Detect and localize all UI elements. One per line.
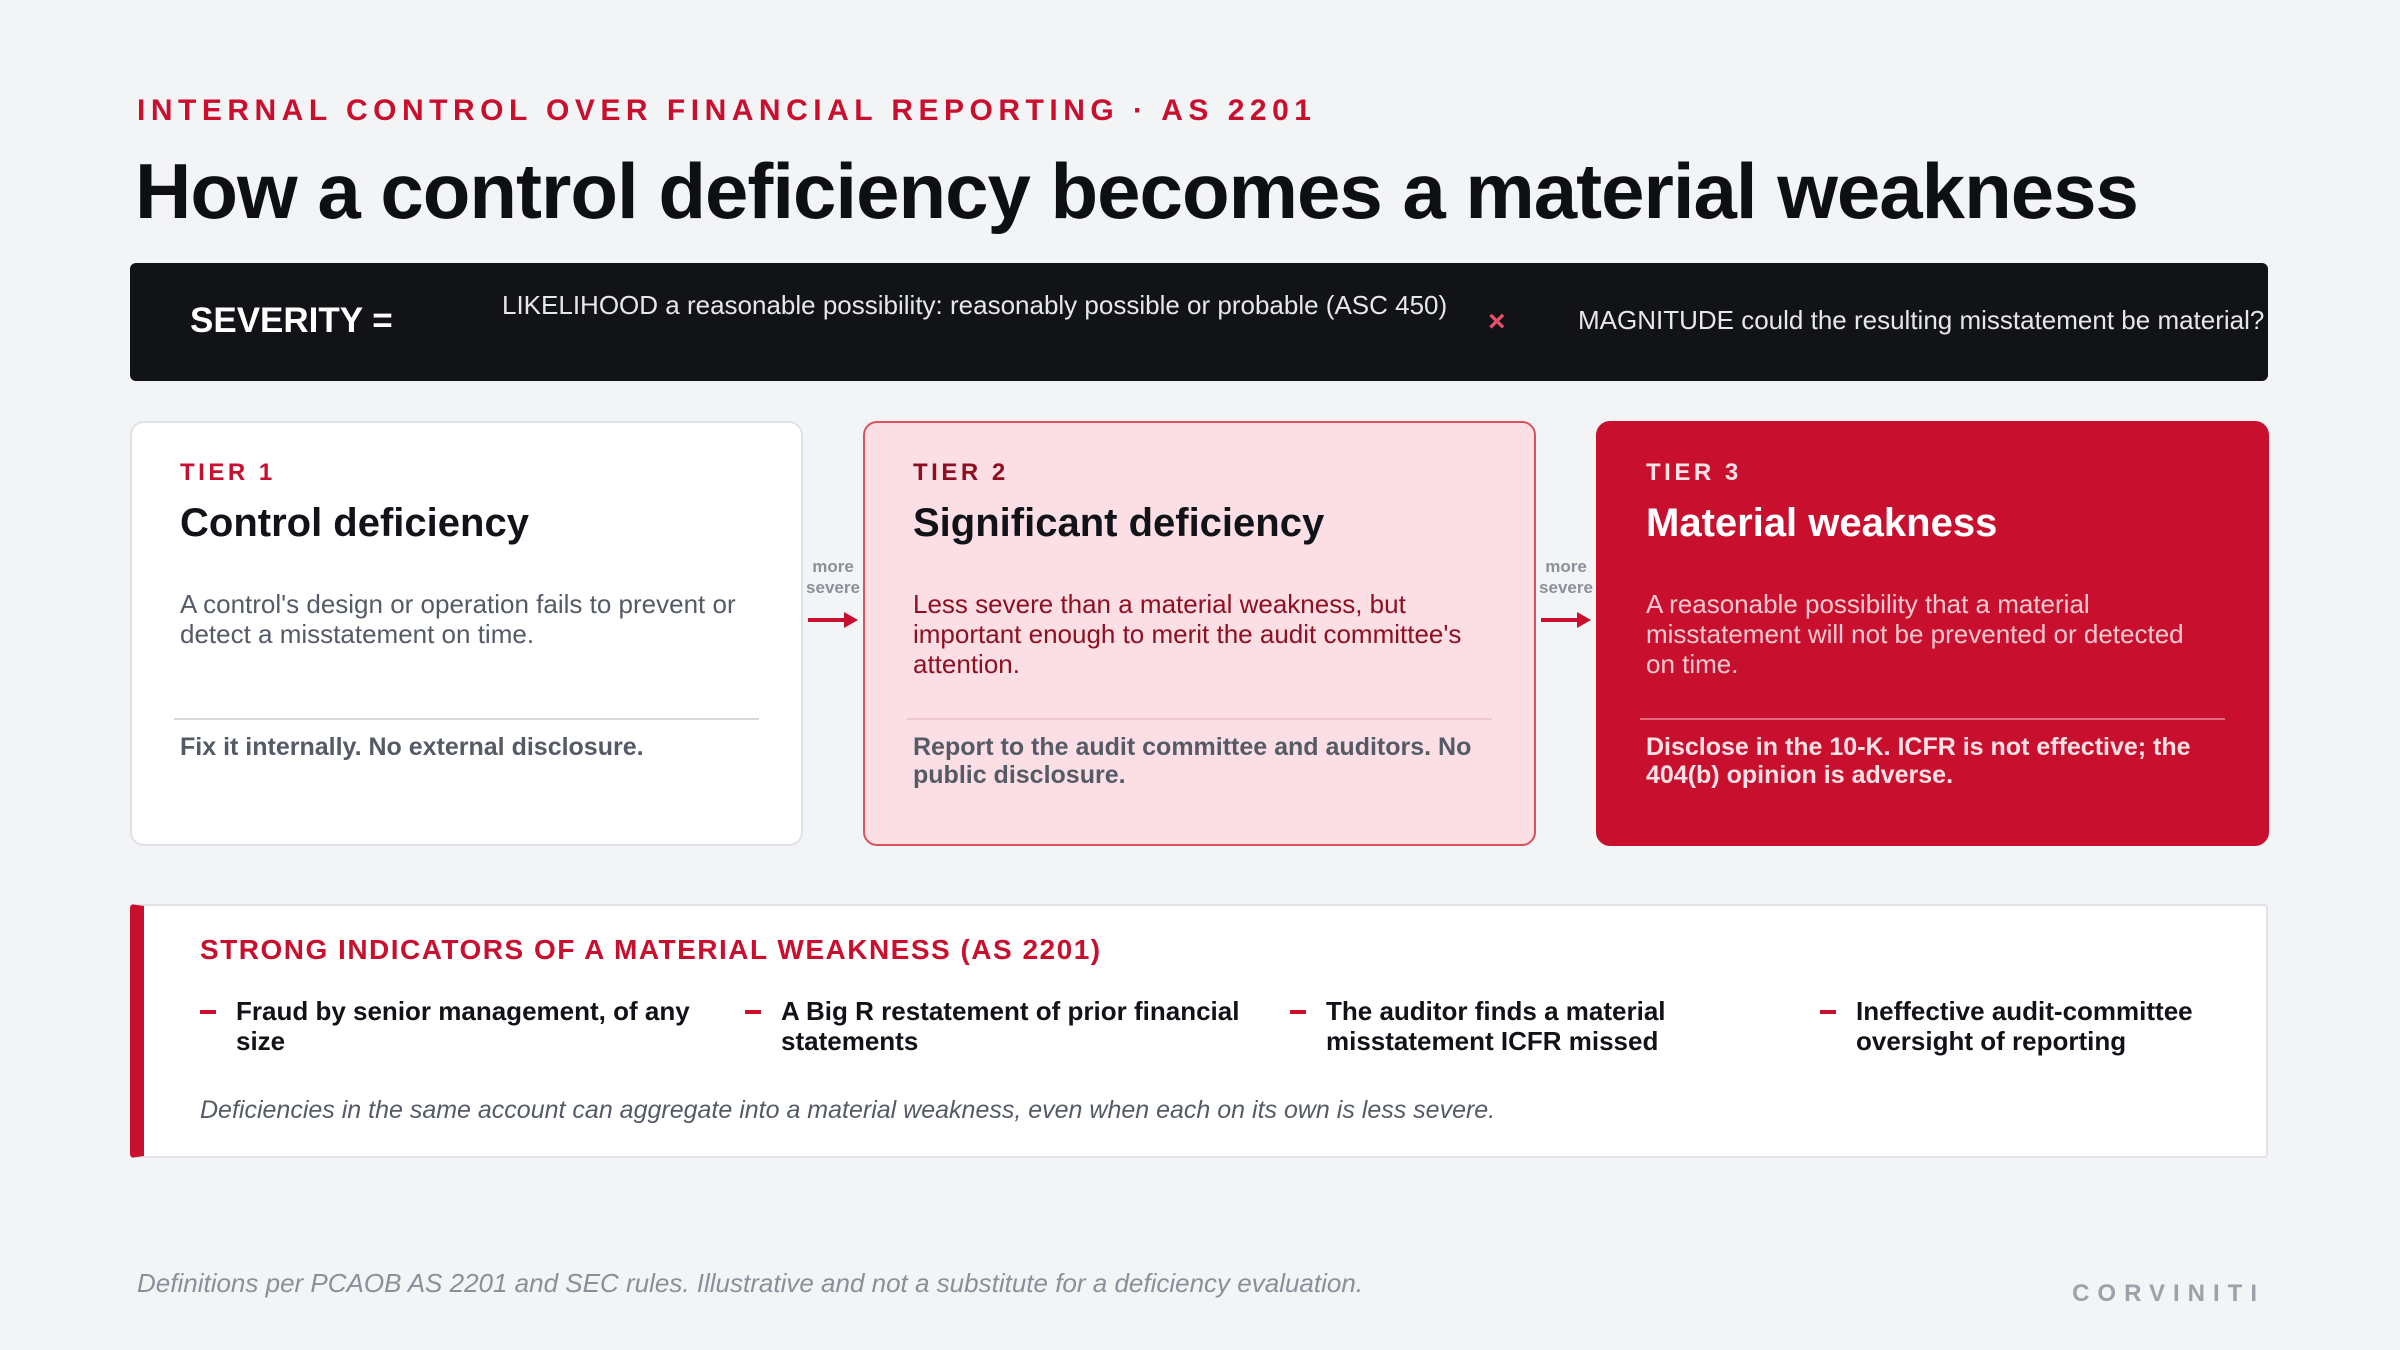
severity-label: SEVERITY = [190,301,393,340]
eyebrow: INTERNAL CONTROL OVER FINANCIAL REPORTIN… [137,94,1317,127]
tier-tag: TIER 2 [913,459,1009,486]
tier-name: Significant deficiency [913,501,1325,545]
arrow-right-icon [808,612,858,628]
tier-tag: TIER 3 [1646,459,1742,486]
connector-label: more severe [806,557,860,597]
likelihood-term: LIKELIHOOD a reasonable possibility: rea… [502,290,1448,320]
severity-connector: more severe [1536,556,1596,630]
indicator-item: A Big R restatement of prior financial s… [745,996,1245,1056]
indicators-panel: STRONG INDICATORS OF A MATERIAL WEAKNESS… [130,904,2268,1158]
arrow-right-icon [1541,612,1591,628]
indicator-item: Ineffective audit-committee oversight of… [1820,996,2240,1056]
indicator-item: The auditor finds a material misstatemen… [1290,996,1730,1056]
tier-name: Control deficiency [180,501,529,545]
tier-consequence: Report to the audit committee and audito… [913,733,1472,789]
indicators-title: STRONG INDICATORS OF A MATERIAL WEAKNESS… [200,934,1102,965]
dash-icon [745,1010,761,1014]
divider [174,718,759,720]
severity-connector: more severe [803,556,863,630]
indicator-item: Fraud by senior management, of any size [200,996,720,1056]
divider [907,718,1492,720]
dash-icon [200,1010,216,1014]
tier-1-card: TIER 1 Control deficiency A control's de… [130,421,803,846]
connector-label: more severe [1539,557,1593,597]
magnitude-term: MAGNITUDE could the resulting misstateme… [1578,305,2265,335]
multiply-icon: × [1488,305,1506,338]
tier-3-card: TIER 3 Material weakness A reasonable po… [1596,421,2269,846]
tier-description: A control's design or operation fails to… [180,589,736,649]
brand-logo: CORVINITI [2072,1280,2265,1307]
tier-2-card: TIER 2 Significant deficiency Less sever… [863,421,1536,846]
page-title: How a control deficiency becomes a mater… [135,147,2139,235]
severity-formula-band: SEVERITY = LIKELIHOOD a reasonable possi… [130,263,2268,381]
tier-consequence: Disclose in the 10-K. ICFR is not effect… [1646,733,2191,789]
tier-description: A reasonable possibility that a material… [1646,589,2184,679]
dash-icon [1290,1010,1306,1014]
tier-name: Material weakness [1646,501,1998,545]
aggregation-note: Deficiencies in the same account can agg… [200,1096,1496,1124]
dash-icon [1820,1010,1836,1014]
divider [1640,718,2225,720]
tier-tag: TIER 1 [180,459,276,486]
tier-description: Less severe than a material weakness, bu… [913,589,1462,679]
tier-consequence: Fix it internally. No external disclosur… [180,733,644,761]
footnote: Definitions per PCAOB AS 2201 and SEC ru… [137,1268,1364,1298]
